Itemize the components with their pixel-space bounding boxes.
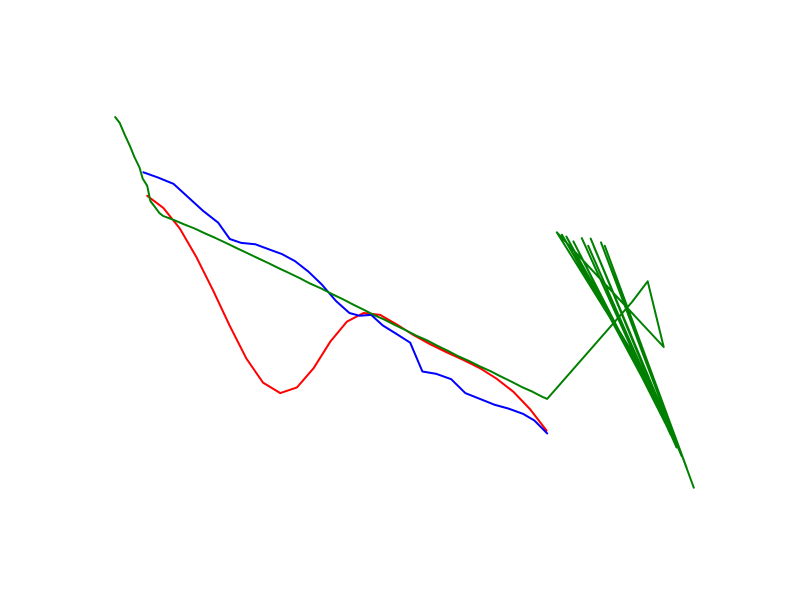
series-line-3: [114, 116, 695, 489]
series-layer: [114, 116, 695, 489]
series-line-1: [146, 194, 548, 432]
series-line-2: [142, 171, 549, 435]
